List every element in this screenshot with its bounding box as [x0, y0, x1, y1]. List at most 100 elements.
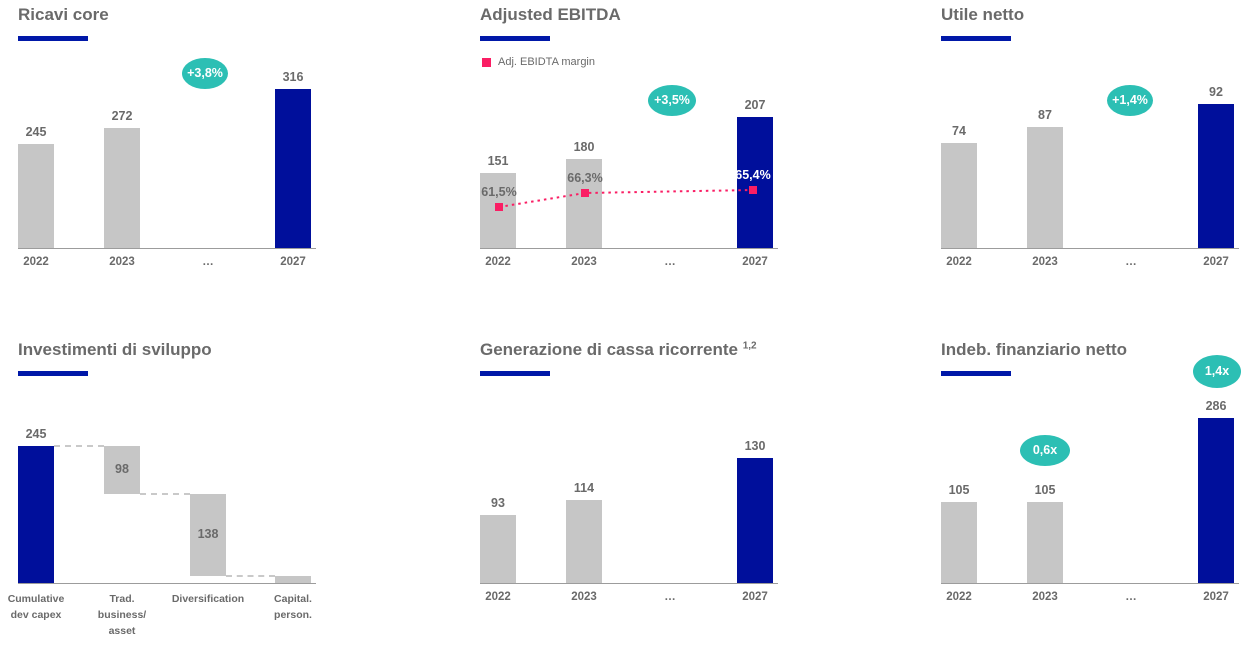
x-axis-line [18, 583, 316, 584]
bar-2023 [566, 500, 602, 583]
bar-value-label: 98 [115, 462, 129, 476]
growth-badge: +3,8% [182, 57, 228, 89]
chart-title: Utile netto [941, 5, 1024, 25]
bar-value-label: 286 [1205, 399, 1227, 413]
x-axis-label: 2027 [1203, 591, 1229, 603]
x-axis-label: 2022 [485, 256, 511, 268]
bar-value-label: 316 [282, 70, 304, 84]
x-axis-label: Diversification [171, 593, 245, 605]
chart-title: Generazione di cassa ricorrente 1,2 [480, 340, 757, 360]
x-axis-label: Trad. business/asset [97, 593, 147, 637]
chart-title: Indeb. finanziario netto [941, 340, 1127, 360]
x-axis-label: 2022 [23, 256, 49, 268]
bar-value-label: 180 [573, 140, 595, 154]
waterfall-bar [190, 494, 226, 576]
chart-title-text: Ricavi core [18, 5, 109, 24]
margin-marker [749, 186, 757, 194]
plot-area-indeb: 2022 2023 … 2027 105 105 286 0,6x 1,4x [941, 340, 1250, 644]
plot-area-investimenti: Cumulative dev capex Trad. business/asset Di… [8, 340, 330, 644]
title-underline-accent [941, 36, 1011, 41]
margin-value-label: 61,5% [481, 185, 517, 199]
x-axis-label: Capital. person. [274, 593, 312, 621]
title-underline-accent [480, 36, 550, 41]
title-footnote-ref: 1,2 [742, 340, 757, 352]
x-axis-label: 2023 [571, 256, 597, 268]
bar-value-label: 74 [952, 124, 966, 138]
x-axis-line [18, 248, 316, 249]
x-axis-line [941, 248, 1239, 249]
bar-2022 [941, 143, 977, 248]
margin-dotted-line [495, 186, 757, 211]
x-axis-label: 2023 [109, 256, 135, 268]
bar-value-label: 245 [25, 427, 47, 441]
x-axis-line [941, 583, 1239, 584]
bar-2027 [275, 89, 311, 248]
x-axis-label: 2023 [1032, 591, 1058, 603]
bar-value-label: 87 [1038, 108, 1052, 122]
chart-title: Ricavi core [18, 5, 109, 25]
x-axis-label: … [1125, 591, 1137, 603]
bar-value-label: 92 [1209, 85, 1223, 99]
bar-value-label: 151 [487, 154, 509, 168]
bar-2027 [1198, 104, 1234, 248]
bar-value-label: 272 [111, 109, 133, 123]
title-underline-accent [18, 371, 88, 376]
bar-2022 [941, 502, 977, 583]
x-axis-label: 2027 [742, 591, 768, 603]
x-axis-label: 2027 [742, 256, 768, 268]
bar-2023 [104, 128, 140, 248]
plot-area-ricavi-core: 2022 2023 … 2027 245 272 316 +3,8% [18, 5, 330, 309]
title-underline-accent [941, 371, 1011, 376]
chart-title-text: Generazione di cassa ricorrente [480, 340, 738, 359]
plot-area-generazione: 2022 2023 … 2027 93 114 130 [480, 340, 792, 644]
x-axis-label: 2022 [946, 256, 972, 268]
plot-area-adjusted-ebitda: 2022 2023 … 2027 151 180 207 61,5% 66,3% 65,4% +3,… [480, 5, 792, 309]
x-axis-line [480, 583, 778, 584]
waterfall-bar [275, 576, 311, 583]
panel-indeb-finanziario-netto: 2022 2023 … 2027 105 105 286 0,6x 1,4x Indeb. fi… [941, 340, 1250, 644]
bar-value-label: 105 [948, 483, 970, 497]
x-axis-label: … [664, 591, 676, 603]
chart-title-text: Investimenti di sviluppo [18, 340, 212, 359]
legend-label: Adj. EBIDTA margin [498, 56, 595, 68]
panel-adjusted-ebitda: 2022 2023 … 2027 151 180 207 61,5% 66,3% 65,4% +3,… [480, 5, 792, 309]
bar-value-label: 138 [197, 527, 219, 541]
title-underline-accent [18, 36, 88, 41]
legend-marker-swatch [482, 57, 491, 67]
waterfall-connector [140, 493, 190, 495]
x-axis-label: 2023 [571, 591, 597, 603]
waterfall-bar [18, 446, 54, 583]
bar-2023 [566, 159, 602, 248]
legend: Adj. EBIDTA margin [482, 56, 595, 68]
x-axis-label: 2023 [1032, 256, 1058, 268]
bar-value-label: 207 [744, 98, 766, 112]
panel-investimenti-di-sviluppo: Cumulative dev capex Trad. business/asset Di… [8, 340, 330, 644]
chart-title-text: Indeb. finanziario netto [941, 340, 1128, 359]
chart-title: Adjusted EBITDA [480, 5, 621, 25]
growth-badge: 0,6x [1020, 434, 1070, 466]
bar-2022 [18, 144, 54, 248]
waterfall-connector [226, 575, 275, 577]
growth-badge: +1,4% [1107, 84, 1153, 116]
chart-title-text: Utile netto [941, 5, 1025, 24]
margin-value-label: 66,3% [567, 171, 603, 185]
growth-badge: +3,5% [648, 84, 696, 116]
x-axis-label: 2022 [946, 591, 972, 603]
x-axis-label: … [664, 256, 676, 268]
bar-value-label: 114 [573, 481, 595, 495]
bar-2027 [737, 117, 773, 248]
panel-generazione-di-cassa: 2022 2023 … 2027 93 114 130 Generazione di cas… [480, 340, 792, 644]
bar-value-label: 245 [25, 125, 47, 139]
panel-utile-netto: 2022 2023 … 2027 74 87 92 +1,4% Utile netto [941, 5, 1250, 309]
bar-2023 [1027, 502, 1063, 583]
bar-value-label: 105 [1034, 483, 1056, 497]
margin-value-label: 65,4% [735, 168, 771, 182]
growth-badge: 1,4x [1193, 354, 1241, 388]
chart-title-text: Adjusted EBITDA [480, 5, 621, 24]
bar-2022 [480, 515, 516, 583]
x-axis-label: … [1125, 256, 1137, 268]
panel-ricavi-core: 2022 2023 … 2027 245 272 316 +3,8% Ricavi core [18, 5, 330, 309]
bar-2027 [1198, 418, 1234, 583]
x-axis-label: 2022 [485, 591, 511, 603]
waterfall-bar [104, 446, 140, 494]
